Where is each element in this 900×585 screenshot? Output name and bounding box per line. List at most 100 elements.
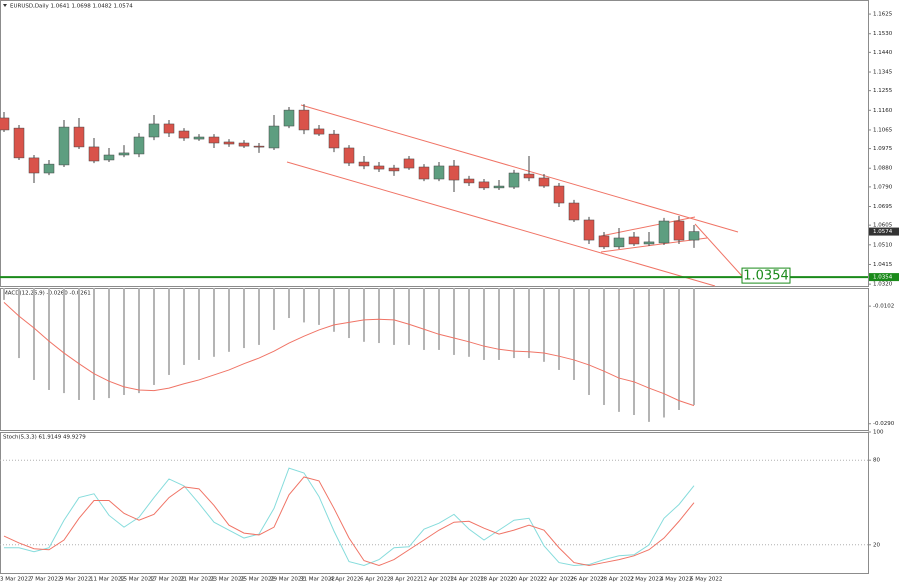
x-tick-label: 4 May 2022: [660, 577, 692, 583]
candle-body: [178, 130, 190, 139]
stoch-panel: [0, 432, 869, 574]
candle-body: [43, 163, 55, 174]
candle-body: [148, 123, 160, 138]
x-tick-label: 15 Mar 2022: [120, 577, 155, 583]
candle-body: [238, 142, 250, 147]
candle-body: [553, 185, 565, 204]
x-tick-label: 23 Mar 2022: [210, 577, 245, 583]
x-tick-label: 26 Apr 2022: [570, 577, 604, 583]
candle-body: [103, 154, 115, 161]
trend-line: [694, 223, 743, 277]
x-tick-label: 29 Mar 2022: [270, 577, 305, 583]
y-tick-label: 1.0880: [873, 166, 893, 172]
trend-line: [600, 237, 708, 253]
candle-body: [223, 141, 235, 145]
y-tick-label: 1.1065: [873, 127, 893, 133]
y-tick-label: 80: [873, 458, 880, 464]
x-tick-label: 18 Apr 2022: [480, 577, 514, 583]
x-tick-label: 3 Mar 2022: [0, 577, 31, 583]
y-tick-label: 1.1255: [873, 88, 893, 94]
y-tick-label: 1.1625: [873, 12, 893, 18]
x-tick-label: 6 May 2022: [690, 577, 722, 583]
candle-body: [253, 145, 265, 148]
y-tick-label: 1.0415: [873, 262, 893, 268]
candle-body: [688, 231, 700, 241]
candle-body: [388, 167, 400, 172]
candle-body: [343, 147, 355, 164]
candle-body: [598, 235, 610, 248]
y-tick-label: 1.0510: [873, 242, 893, 248]
candle-body: [583, 219, 595, 241]
candle-body: [418, 166, 430, 180]
y-tick-label: -0.0290: [873, 421, 895, 427]
x-tick-label: 14 Apr 2022: [450, 577, 484, 583]
candle-body: [0, 117, 10, 131]
candle-body: [478, 181, 490, 189]
candle-body: [628, 236, 640, 245]
candle-body: [658, 220, 670, 244]
price-tag-label: 1.0574: [873, 229, 893, 235]
x-tick-label: 21 Mar 2022: [180, 577, 215, 583]
x-tick-label: 22 Apr 2022: [540, 577, 574, 583]
x-tick-label: 2 May 2022: [630, 577, 662, 583]
level-axis-label: 1.0354: [873, 275, 893, 281]
stoch-title: Stoch(5,3,3) 61.9149 49.9279: [3, 435, 86, 441]
macd-signal: [3, 302, 695, 407]
candle-body: [403, 158, 415, 169]
candle-body: [163, 123, 175, 134]
candle-body: [88, 146, 100, 162]
x-tick-label: 31 Mar 2022: [300, 577, 335, 583]
x-tick-label: 6 Apr 2022: [360, 577, 391, 583]
candle-body: [613, 237, 625, 248]
candle-body: [328, 133, 340, 149]
stoch-line: [4, 467, 695, 567]
price-tag: [869, 227, 899, 236]
x-tick-label: 17 Mar 2022: [150, 577, 185, 583]
candle-body: [208, 136, 220, 144]
y-tick-label: 1.1160: [873, 108, 893, 114]
candle-body: [193, 136, 205, 140]
trend-line: [300, 104, 739, 233]
y-tick-label: 1.1345: [873, 70, 893, 76]
candle-body: [28, 157, 40, 174]
x-tick-label: 28 Apr 2022: [600, 577, 634, 583]
macd-panel: [0, 288, 869, 431]
candle-body: [448, 165, 460, 181]
x-tick-label: 25 Mar 2022: [240, 577, 275, 583]
price-title: EURUSD,Daily 1.0641 1.0698 1.0482 1.0574: [10, 4, 133, 10]
level-label: 1.0354: [743, 269, 789, 284]
candle-body: [298, 109, 310, 131]
collapse-icon[interactable]: [3, 4, 7, 7]
candle-body: [373, 165, 385, 170]
y-tick-label: -0.0102: [873, 304, 894, 310]
y-tick-label: 20: [873, 542, 880, 548]
level-label-box: [741, 267, 791, 284]
y-tick-label: 1.0320: [873, 282, 893, 288]
x-tick-label: 4 Apr 2022: [330, 577, 361, 583]
candle-body: [523, 173, 535, 179]
y-tick-label: 100: [873, 430, 884, 436]
candle-body: [538, 177, 550, 187]
candle-body: [433, 165, 445, 180]
candle-body: [358, 161, 370, 167]
x-tick-label: 7 Mar 2022: [30, 577, 61, 583]
candle-body: [58, 126, 70, 166]
x-tick-label: 12 Apr 2022: [420, 577, 454, 583]
x-tick-label: 8 Apr 2022: [390, 577, 421, 583]
candle-body: [133, 136, 145, 155]
candle-body: [13, 127, 25, 159]
trend-line: [286, 161, 716, 287]
x-tick-label: 9 Mar 2022: [60, 577, 91, 583]
y-tick-label: 1.0695: [873, 204, 893, 210]
x-tick-label: 11 Mar 2022: [90, 577, 125, 583]
y-tick-label: 1.1440: [873, 50, 893, 56]
y-tick-label: 1.0975: [873, 146, 893, 152]
candle-body: [283, 109, 295, 127]
candle-body: [268, 125, 280, 149]
macd-title: MACD(12,26,9) -0.0260 -0.0261: [3, 291, 91, 297]
candle-body: [493, 185, 505, 189]
candle-body: [118, 152, 130, 156]
y-tick-label: 1.0790: [873, 184, 893, 190]
